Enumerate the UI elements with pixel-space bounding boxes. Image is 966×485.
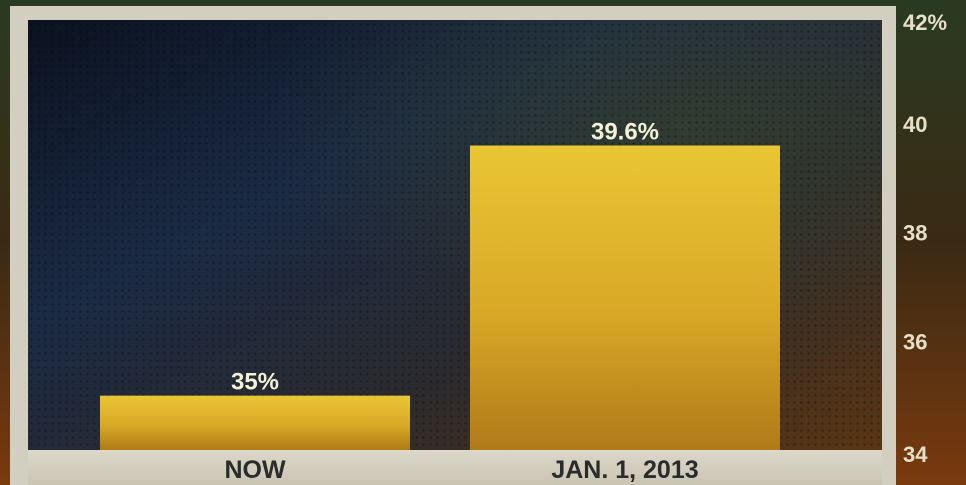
bar-value-label-1: 39.6% bbox=[591, 119, 659, 146]
y-tick-label-3: 40 bbox=[903, 112, 927, 137]
y-tick-label-1: 36 bbox=[903, 329, 927, 354]
category-label-0: NOW bbox=[224, 456, 286, 484]
value-labels-layer: 35% 39.6% bbox=[231, 119, 659, 396]
y-tick-label-4: 42% bbox=[903, 10, 947, 35]
bars-layer bbox=[100, 145, 780, 450]
category-labels-layer: NOW JAN. 1, 2013 bbox=[224, 456, 698, 484]
bar-0 bbox=[100, 395, 410, 450]
bar-1 bbox=[470, 145, 780, 450]
category-label-1: JAN. 1, 2013 bbox=[551, 456, 698, 484]
category-strip bbox=[28, 450, 882, 485]
bar-value-label-0: 35% bbox=[231, 369, 279, 396]
y-axis: 34 36 38 40 42% bbox=[903, 10, 947, 467]
y-tick-label-2: 38 bbox=[903, 221, 927, 246]
y-tick-label-0: 34 bbox=[903, 442, 928, 467]
